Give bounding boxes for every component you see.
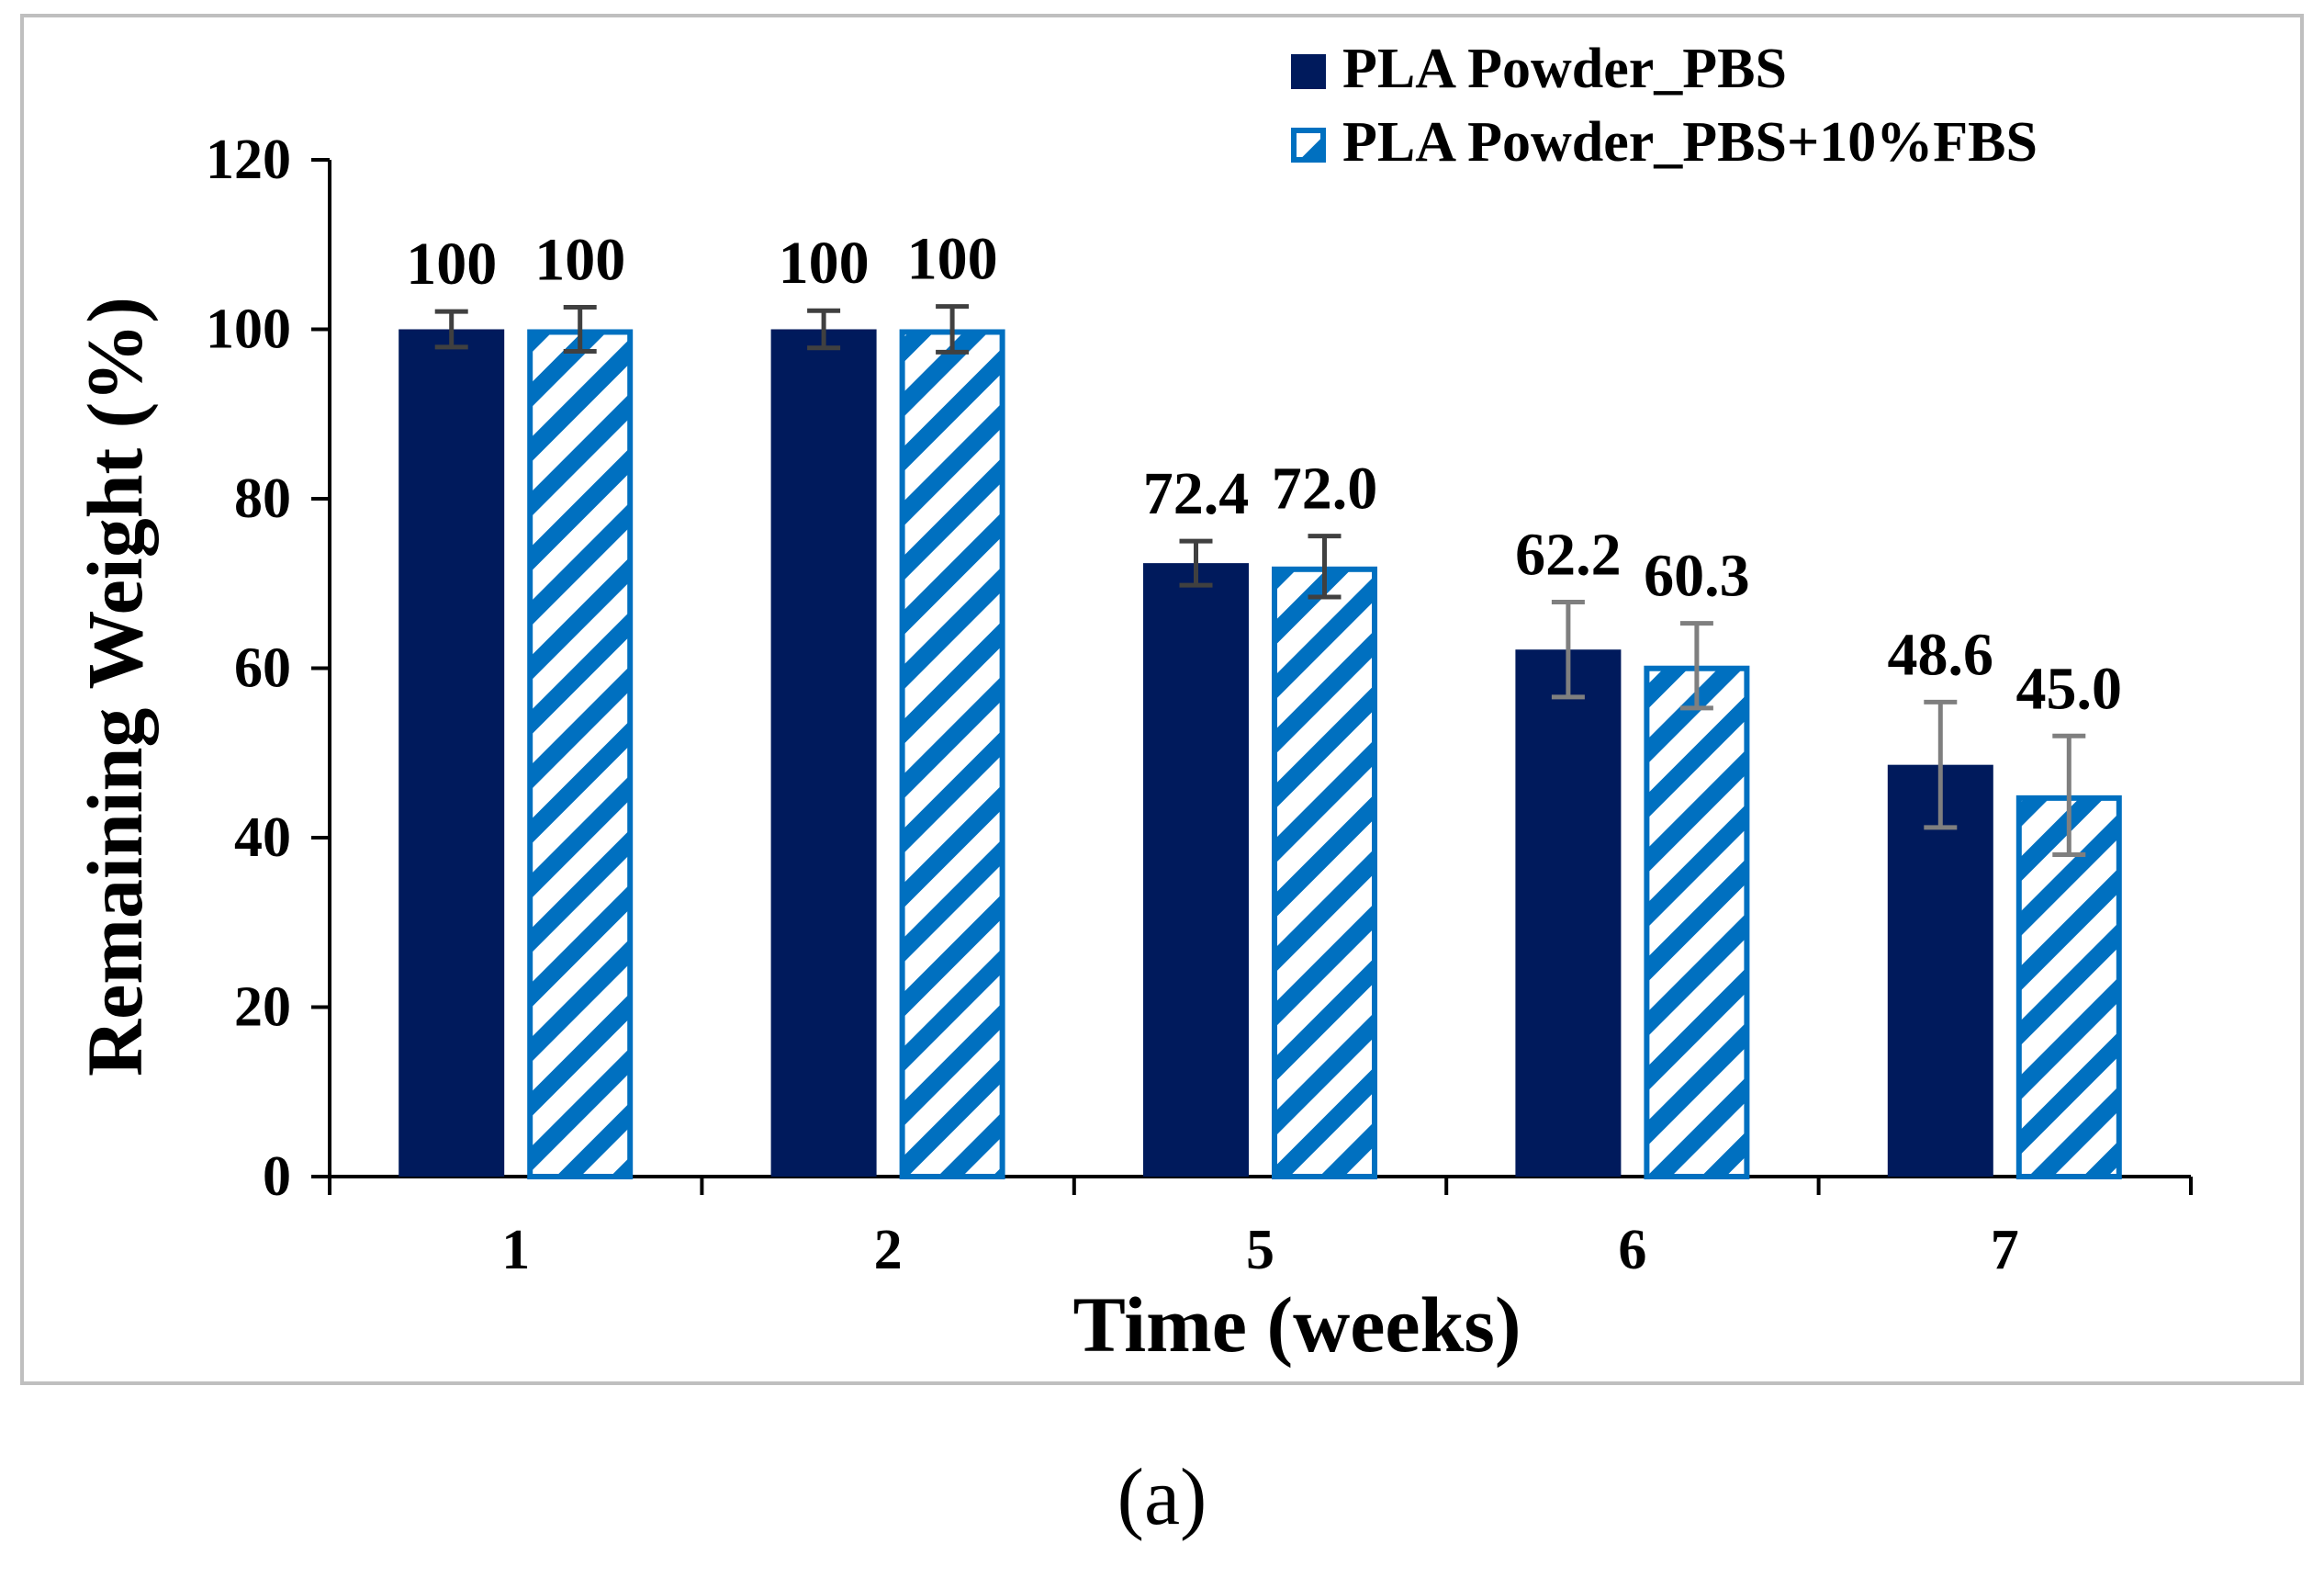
x-tick-label: 5 [1246, 1219, 1274, 1281]
bar-series2-week-5 [1272, 566, 1377, 1179]
data-label: 100 [534, 227, 625, 294]
x-tick-label: 1 [501, 1219, 530, 1281]
data-label: 48.6 [1888, 621, 1994, 688]
legend-label-series1: PLA Powder_PBS [1342, 38, 1787, 100]
panel-label: (a) [1117, 1453, 1207, 1542]
bar-series1-week-1 [399, 329, 505, 1177]
bar-chart: 0 20 40 60 80 100 120 1 2 5 6 7 Time (weeks) Remainin… [71, 38, 2193, 1369]
y-tick-label: 40 [234, 806, 291, 869]
bar-series2-week-6 [1644, 665, 1750, 1179]
bar-series2-week-1 [527, 329, 634, 1179]
data-label: 100 [907, 226, 998, 293]
data-label: 100 [406, 231, 497, 298]
bar-series2-week-2 [899, 329, 1005, 1179]
y-tick-label: 60 [234, 637, 291, 700]
bar-series1-week-6 [1515, 649, 1622, 1177]
y-tick-label: 80 [234, 468, 291, 530]
x-tick-label: 6 [1618, 1219, 1646, 1281]
data-label: 45.0 [2016, 655, 2123, 722]
x-tick-label: 2 [874, 1219, 903, 1281]
y-tick-label: 0 [263, 1145, 291, 1208]
legend-swatch-series1 [1291, 54, 1326, 89]
bar-series1-week-5 [1143, 563, 1249, 1177]
data-label: 100 [779, 230, 870, 297]
y-tick-label: 20 [234, 976, 291, 1039]
y-tick-label: 100 [206, 299, 291, 361]
data-label: 72.4 [1143, 460, 1250, 527]
legend-label-series2: PLA Powder_PBS+10%FBS [1342, 111, 2038, 174]
data-label: 72.0 [1272, 456, 1378, 523]
bar-series1-week-7 [1887, 764, 1993, 1177]
x-tick-label: 7 [1991, 1219, 2019, 1281]
y-axis-title: Remaining Weight (%) [71, 297, 159, 1076]
chart-frame: 0 20 40 60 80 100 120 1 2 5 6 7 Time (weeks) Remainin… [20, 14, 2304, 1385]
y-tick-label: 120 [206, 129, 291, 191]
data-label: 62.2 [1515, 522, 1622, 589]
legend-swatch-series2 [1291, 128, 1326, 163]
x-axis-title: Time (weeks) [1072, 1280, 1521, 1369]
bar-series1-week-2 [770, 329, 877, 1177]
data-label: 60.3 [1644, 543, 1750, 610]
